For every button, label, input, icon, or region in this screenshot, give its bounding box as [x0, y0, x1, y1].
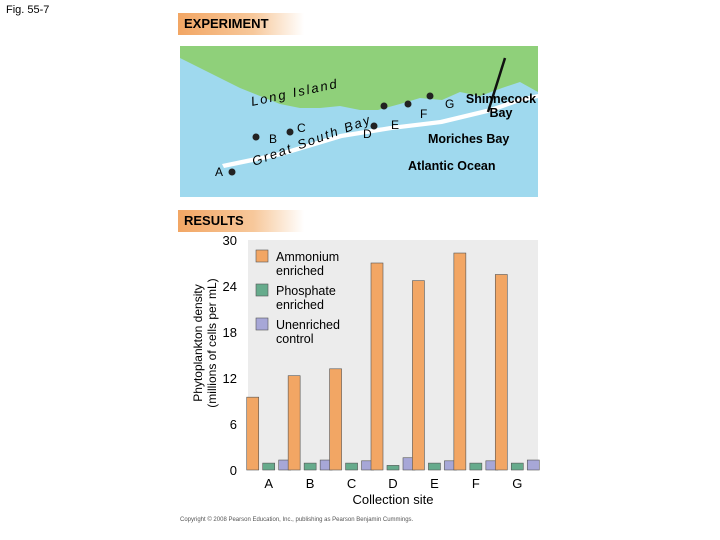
x-axis-label: Collection site [353, 492, 434, 507]
y-axis-label-line-2: (millions of cells per mL) [205, 278, 219, 407]
bar-g-unenriched-control [526, 459, 540, 471]
shinnecock-line-2: Bay [490, 106, 513, 120]
legend-label-1-line-1: Ammonium [276, 250, 339, 264]
bar-c-phosphate-enriched [345, 462, 358, 471]
bar-a-phosphate-enriched [262, 462, 276, 471]
shinnecock-line-1: Shinnecock [466, 92, 536, 106]
legend-label-3-line-2: control [276, 332, 314, 346]
site-label-b: B [269, 132, 277, 146]
x-tick-label-a: A [264, 476, 273, 491]
map-label-moriches-bay: Moriches Bay [428, 132, 509, 146]
y-axis-label-line-1: Phytoplankton density [191, 284, 205, 401]
bar-g-phosphate-enriched [510, 462, 524, 471]
legend-swatch-2 [255, 283, 269, 297]
bar-g-ammonium-enriched [494, 274, 508, 471]
bar-f-ammonium-enriched [453, 252, 467, 471]
site-label-d: D [363, 127, 372, 141]
site-marker-a [228, 168, 236, 176]
legend-label-3-line-1: Unenriched [276, 318, 340, 332]
bar-e-phosphate-enriched [428, 462, 441, 471]
site-marker-c [286, 128, 294, 136]
y-tick-label-6: 6 [230, 417, 237, 432]
bar-c-ammonium-enriched [329, 368, 342, 471]
x-tick-label-e: E [430, 476, 439, 491]
y-tick-label-24: 24 [223, 279, 237, 294]
map-barrier-beach [222, 94, 538, 168]
y-tick-label-0: 0 [230, 463, 237, 478]
site-marker-b [252, 133, 260, 141]
copyright-notice: Copyright © 2008 Pearson Education, Inc.… [180, 517, 414, 523]
bar-a-ammonium-enriched [246, 396, 260, 471]
results-header: RESULTS [178, 210, 304, 232]
site-marker-e [380, 102, 388, 110]
site-marker-g [426, 92, 434, 100]
y-tick-label-12: 12 [223, 371, 237, 386]
site-label-c: C [297, 121, 306, 135]
site-marker-f [404, 100, 412, 108]
map-land-long-island [180, 46, 538, 110]
legend-label-2-line-2: enriched [276, 298, 324, 312]
y-tick-label-18: 18 [223, 325, 237, 340]
bar-b-phosphate-enriched [303, 462, 317, 471]
site-label-a: A [215, 165, 223, 179]
map-label-atlantic-ocean: Atlantic Ocean [408, 159, 496, 173]
bar-d-ammonium-enriched [370, 262, 384, 471]
x-tick-label-d: D [388, 476, 397, 491]
figure-label: Fig. 55-7 [6, 4, 50, 16]
y-tick-label-30: 30 [223, 233, 237, 248]
legend-label-2-line-1: Phosphate [276, 284, 336, 298]
bar-f-phosphate-enriched [469, 462, 483, 471]
x-tick-label-c: C [347, 476, 356, 491]
map-canal-line [486, 57, 507, 113]
site-marker-d [370, 122, 378, 130]
experiment-header: EXPERIMENT [178, 13, 304, 35]
x-tick-label-f: F [472, 476, 480, 491]
x-tick-label-g: G [512, 476, 522, 491]
site-map: Long Island Great South Bay Shinnecock Ba… [180, 46, 538, 197]
legend-swatch-1 [255, 249, 269, 263]
legend-label-1-line-2: enriched [276, 264, 324, 278]
bar-e-ammonium-enriched [412, 280, 425, 471]
site-label-g: G [445, 97, 454, 111]
x-tick-label-b: B [306, 476, 315, 491]
bar-b-ammonium-enriched [287, 375, 301, 471]
legend-swatch-3 [255, 317, 269, 331]
site-label-f: F [420, 107, 427, 121]
map-label-shinnecock-bay: Shinnecock Bay [466, 92, 536, 120]
bar-d-phosphate-enriched [386, 465, 400, 471]
site-label-e: E [391, 118, 399, 132]
